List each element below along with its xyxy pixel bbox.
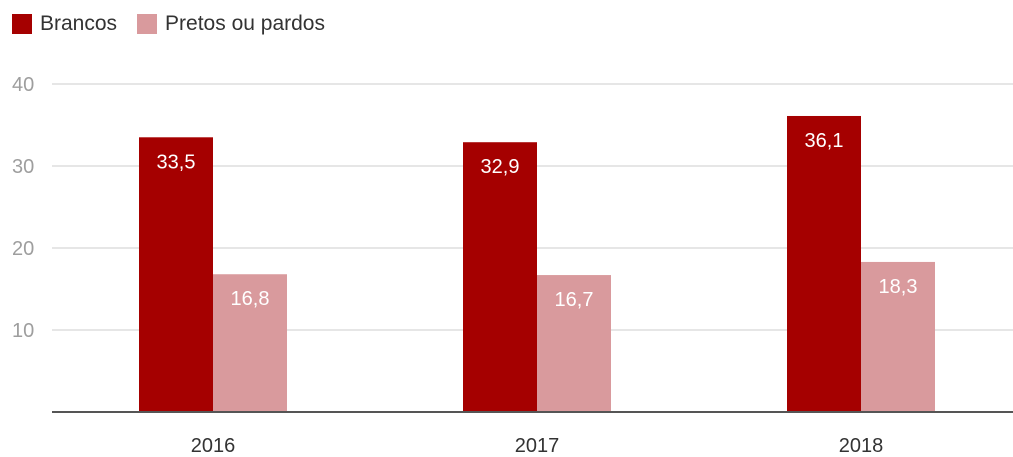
bar-brancos-2016 bbox=[139, 137, 213, 413]
x-tick-label-2018: 2018 bbox=[839, 435, 884, 457]
bar-pretos-ou-pardos-2016 bbox=[213, 274, 287, 412]
y-tick-label-30: 30 bbox=[12, 156, 34, 178]
y-tick-label-20: 20 bbox=[12, 238, 34, 260]
x-tick-label-2017: 2017 bbox=[515, 435, 560, 457]
data-label-brancos-2018: 36,1 bbox=[805, 130, 844, 152]
data-label-pretos-ou-pardos-2018: 18,3 bbox=[879, 276, 918, 298]
bar-brancos-2017 bbox=[463, 142, 537, 412]
legend-swatch-brancos bbox=[12, 14, 32, 34]
legend-swatch-pretos-ou-pardos bbox=[137, 14, 158, 34]
legend-label-pretos-ou-pardos: Pretos ou pardos bbox=[165, 12, 325, 35]
x-tick-label-2016: 2016 bbox=[191, 435, 236, 457]
legend-item-pretos-ou-pardos: Pretos ou pardos bbox=[137, 12, 325, 36]
legend-item-brancos: Brancos bbox=[12, 12, 117, 36]
data-label-pretos-ou-pardos-2017: 16,7 bbox=[555, 289, 594, 311]
data-label-brancos-2016: 33,5 bbox=[157, 151, 196, 173]
bar-pretos-ou-pardos-2018 bbox=[861, 261, 935, 412]
bar-brancos-2018 bbox=[787, 115, 861, 412]
data-label-pretos-ou-pardos-2016: 16,8 bbox=[231, 288, 270, 310]
y-tick-label-10: 10 bbox=[12, 320, 34, 342]
bar-pretos-ou-pardos-2017 bbox=[537, 275, 611, 412]
legend-label-brancos: Brancos bbox=[40, 12, 118, 35]
legend: Brancos Pretos ou pardos bbox=[12, 12, 345, 36]
y-tick-label-40: 40 bbox=[12, 74, 34, 96]
data-label-brancos-2017: 32,9 bbox=[481, 156, 520, 178]
